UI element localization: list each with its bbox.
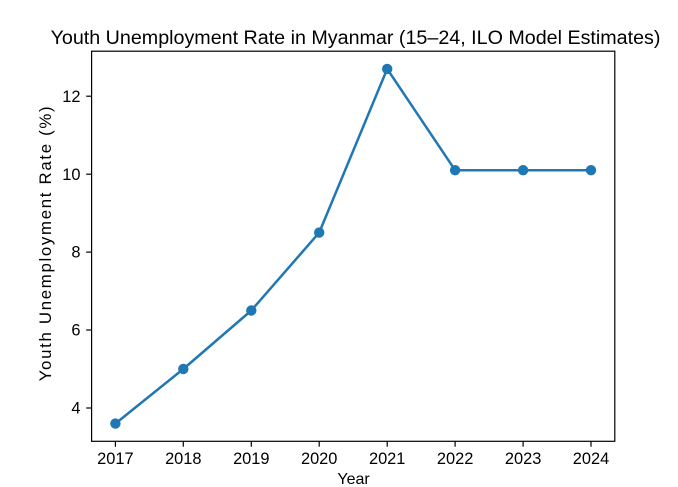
svg-text:12: 12	[62, 88, 80, 106]
svg-text:2017: 2017	[97, 450, 133, 468]
svg-text:2021: 2021	[369, 450, 405, 468]
svg-text:2023: 2023	[505, 450, 541, 468]
svg-text:Youth Unemployment Rate (%): Youth Unemployment Rate (%)	[36, 105, 55, 382]
svg-text:2024: 2024	[573, 450, 609, 468]
svg-text:8: 8	[71, 244, 80, 262]
svg-text:2022: 2022	[437, 450, 473, 468]
svg-text:Year: Year	[337, 471, 370, 487]
svg-text:Youth Unemployment Rate in Mya: Youth Unemployment Rate in Myanmar (15–2…	[51, 27, 661, 49]
svg-text:4: 4	[71, 400, 80, 418]
svg-text:2018: 2018	[165, 450, 201, 468]
svg-text:2019: 2019	[233, 450, 269, 468]
svg-text:2020: 2020	[301, 450, 337, 468]
svg-text:6: 6	[71, 322, 80, 340]
svg-text:10: 10	[62, 166, 80, 184]
